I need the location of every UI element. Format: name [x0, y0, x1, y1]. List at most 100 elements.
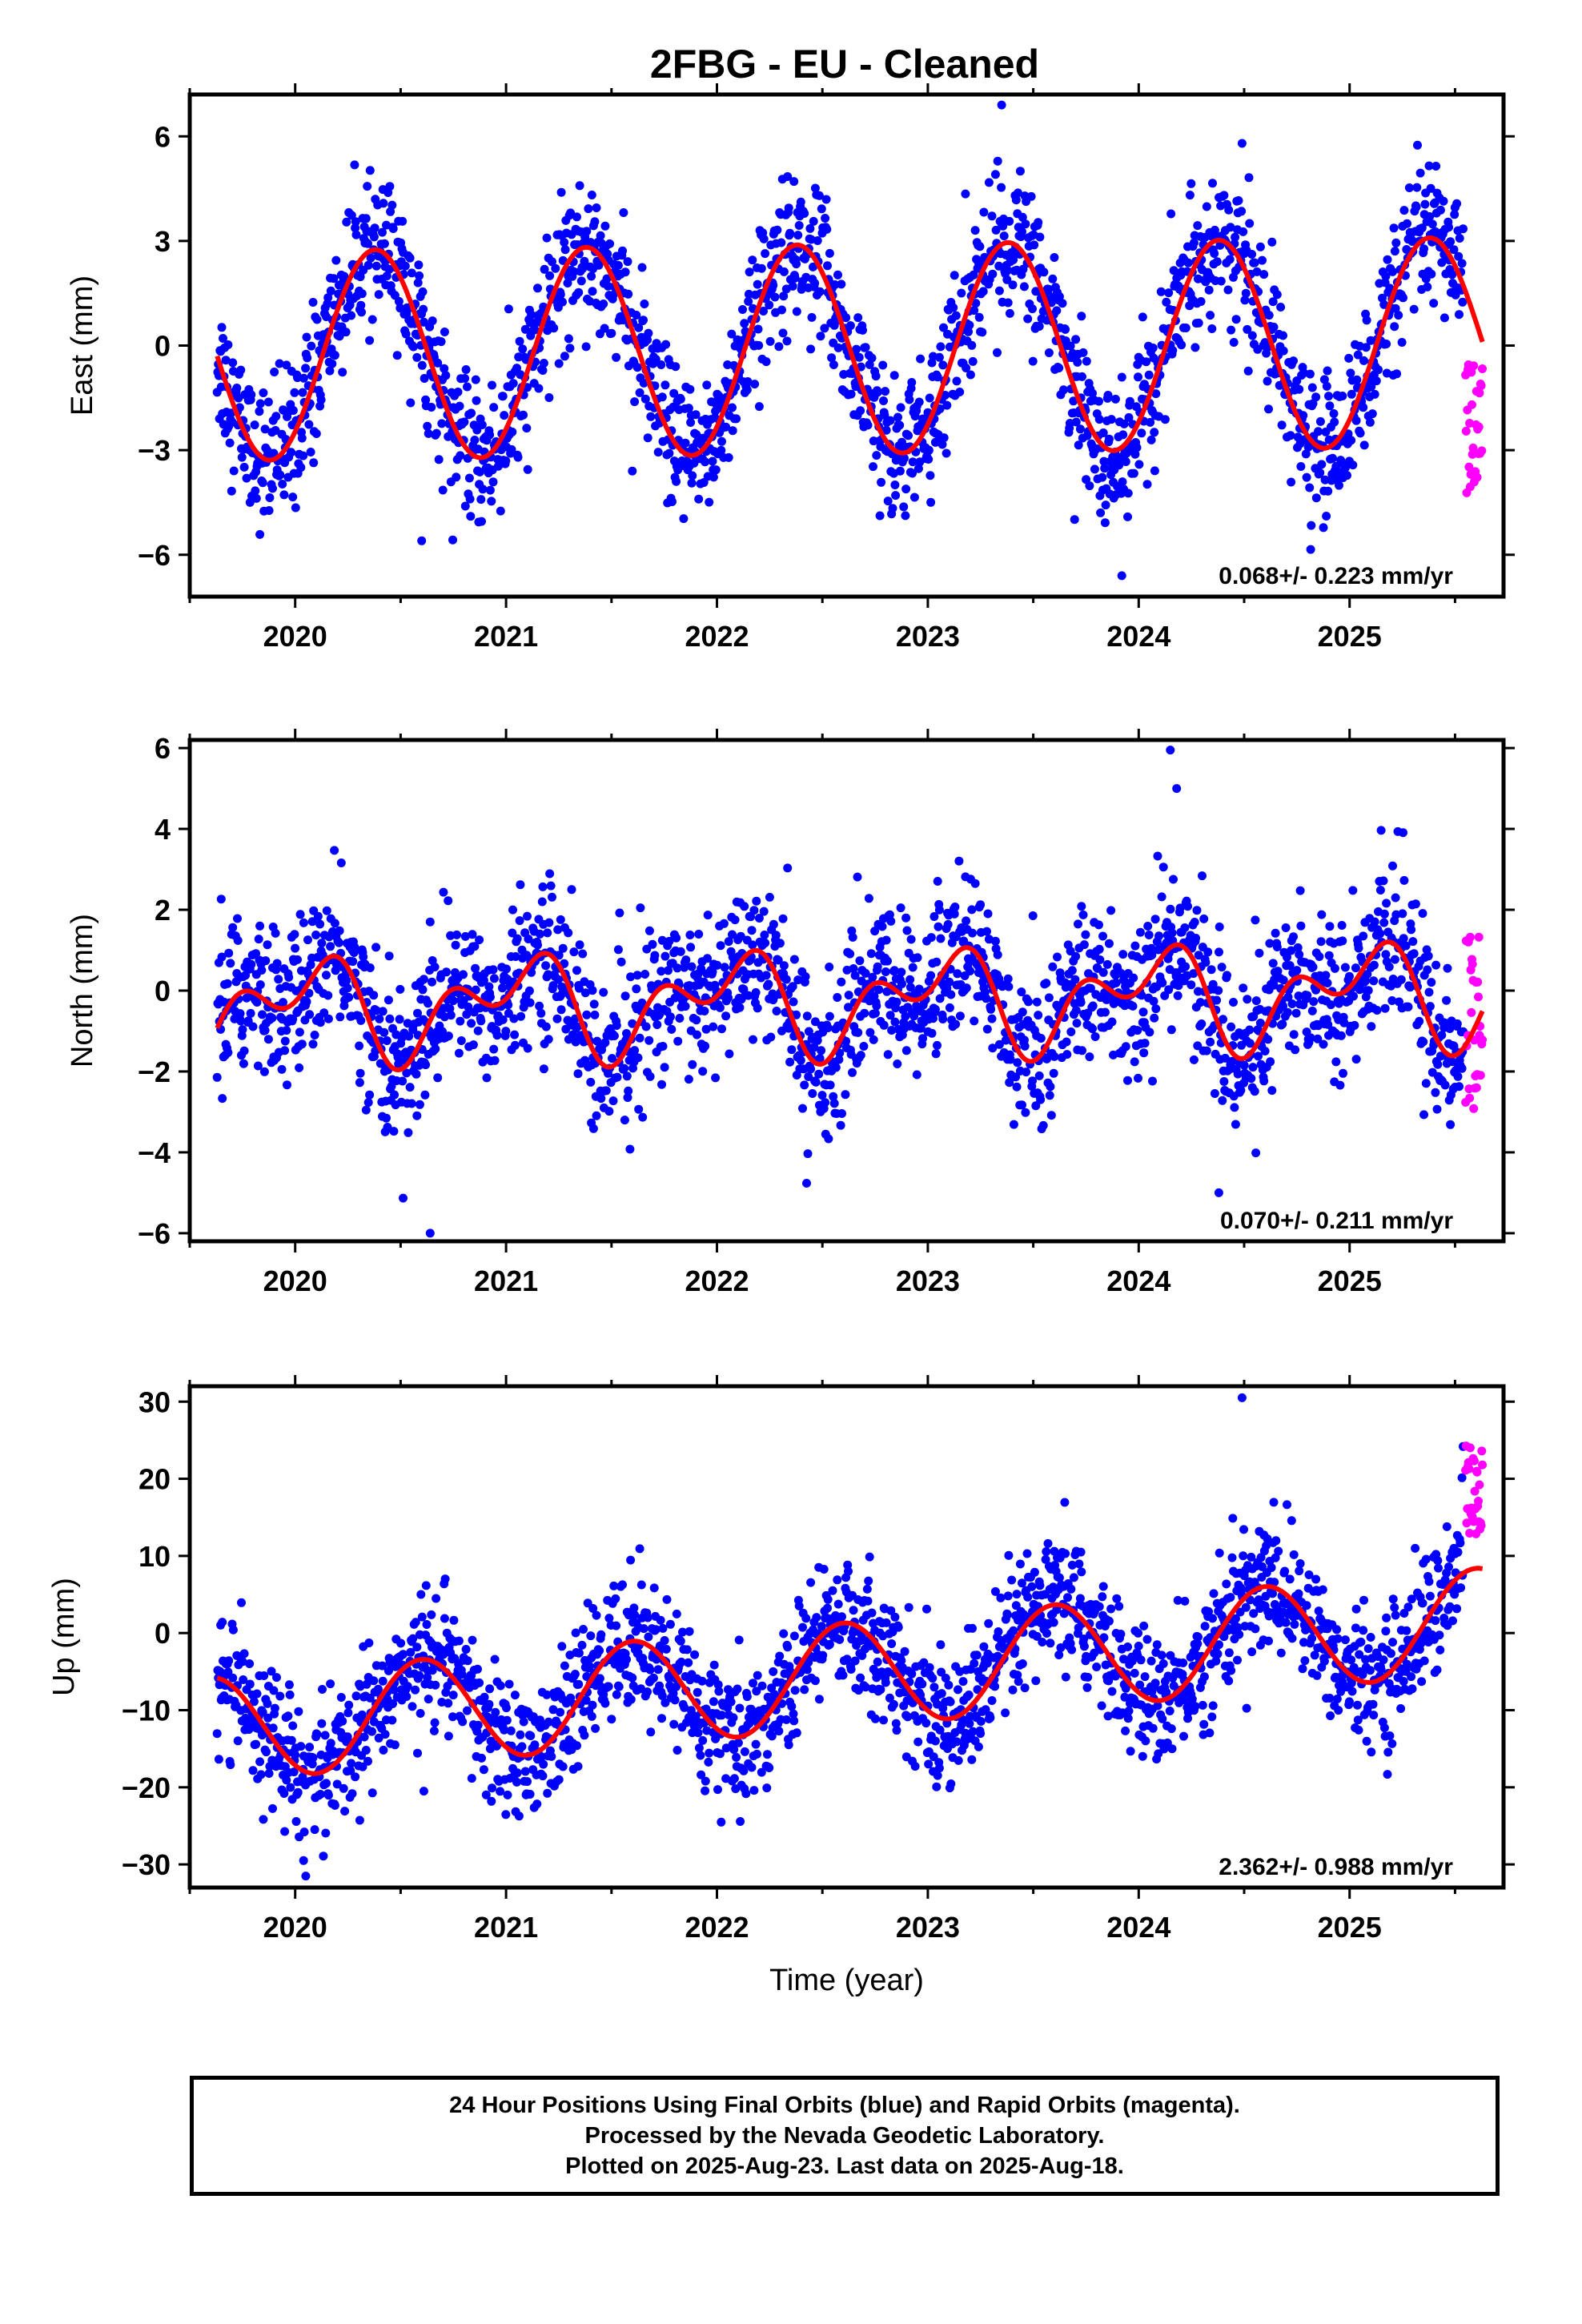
north-final-point [554, 951, 564, 960]
east-final-point [1415, 168, 1425, 178]
north-final-point [1279, 1001, 1287, 1011]
north-final-point [632, 971, 642, 980]
up-final-point [291, 1817, 301, 1826]
east-final-point [1403, 219, 1411, 228]
east-final-point [688, 471, 697, 480]
north-final-point [448, 996, 458, 1006]
north-final-point [1001, 1035, 1010, 1045]
north-final-point [808, 1089, 817, 1098]
east-final-point [1255, 242, 1265, 251]
north-final-point [953, 969, 962, 979]
east-final-point [1193, 221, 1203, 231]
east-final-point [250, 420, 259, 430]
north-final-point [901, 1046, 911, 1055]
north-final-point [1375, 886, 1385, 895]
east-final-point [1439, 313, 1449, 323]
north-final-point [1189, 969, 1199, 979]
up-final-point [661, 1698, 670, 1707]
east-final-point [994, 286, 1004, 296]
north-final-point [475, 935, 484, 945]
east-final-point [1239, 227, 1248, 236]
north-final-point [1048, 962, 1058, 971]
east-final-point [825, 248, 834, 258]
north-final-point [885, 910, 894, 919]
east-final-point [297, 433, 307, 443]
east-final-point [264, 506, 274, 515]
east-final-point [382, 271, 391, 281]
up-final-point [282, 1775, 291, 1785]
north-final-point [350, 943, 359, 952]
east-final-point [1247, 250, 1257, 259]
east-final-point [1399, 206, 1409, 215]
east-final-point [477, 517, 486, 526]
east-final-point [265, 493, 275, 502]
east-final-point [423, 421, 432, 431]
up-final-point [218, 1618, 227, 1627]
north-final-point [567, 885, 576, 895]
north-final-point [342, 975, 351, 985]
east-final-point [401, 329, 411, 339]
north-final-point [967, 905, 977, 915]
up-final-point [448, 1712, 457, 1722]
east-x-tick-label: 2024 [1106, 620, 1170, 653]
north-final-point [761, 939, 770, 947]
north-final-point [1243, 995, 1252, 1004]
up-final-point [251, 1739, 261, 1749]
east-final-point [793, 231, 803, 240]
north-final-point [290, 930, 299, 939]
east-final-point [728, 426, 737, 436]
up-final-point [318, 1685, 327, 1694]
east-final-point [1370, 389, 1379, 399]
north-final-point [592, 1111, 601, 1120]
east-final-point [237, 452, 247, 462]
up-final-point [591, 1723, 600, 1733]
up-final-point [429, 1726, 439, 1735]
east-final-point [440, 364, 449, 373]
east-final-point [1212, 257, 1222, 267]
east-final-point [869, 462, 877, 472]
east-final-point [1344, 353, 1354, 363]
east-final-point [632, 363, 642, 372]
up-final-point [503, 1790, 512, 1799]
up-final-point [607, 1715, 616, 1724]
east-final-point [865, 360, 874, 369]
north-final-point [510, 1030, 520, 1039]
east-final-point [872, 451, 881, 460]
north-final-point [1247, 1074, 1256, 1084]
east-final-point [1229, 338, 1239, 347]
north-final-point [608, 1096, 618, 1106]
north-final-point [664, 966, 673, 975]
north-final-point [569, 947, 579, 957]
north-final-point [544, 1035, 553, 1044]
east-final-point [1392, 369, 1402, 379]
north-final-point [716, 941, 725, 951]
north-final-point [511, 952, 520, 961]
north-final-point [524, 986, 534, 995]
north-final-point [1245, 1039, 1255, 1048]
east-final-point [723, 360, 733, 369]
north-final-point [612, 1021, 621, 1030]
east-final-point [676, 394, 685, 404]
east-final-point [1014, 188, 1022, 198]
east-final-point [1340, 463, 1350, 472]
north-final-point [821, 1098, 830, 1108]
east-final-point [500, 411, 509, 420]
east-final-point [750, 380, 760, 389]
north-final-point [1147, 951, 1157, 960]
north-final-point [295, 1063, 304, 1072]
north-final-point [887, 1026, 897, 1035]
up-final-point [467, 1774, 476, 1783]
up-final-point [424, 1695, 433, 1704]
north-final-point [489, 974, 499, 983]
north-final-point [1411, 899, 1420, 909]
north-final-point [588, 986, 597, 995]
east-final-point [1407, 237, 1417, 246]
north-final-point [323, 991, 333, 1000]
north-final-point [675, 1014, 685, 1023]
east-final-point [513, 452, 523, 462]
up-final-point [408, 1634, 418, 1643]
north-final-point [927, 1028, 937, 1038]
east-final-point [1162, 297, 1171, 307]
north-final-point [1229, 998, 1238, 1007]
north-final-point [1028, 1076, 1037, 1086]
